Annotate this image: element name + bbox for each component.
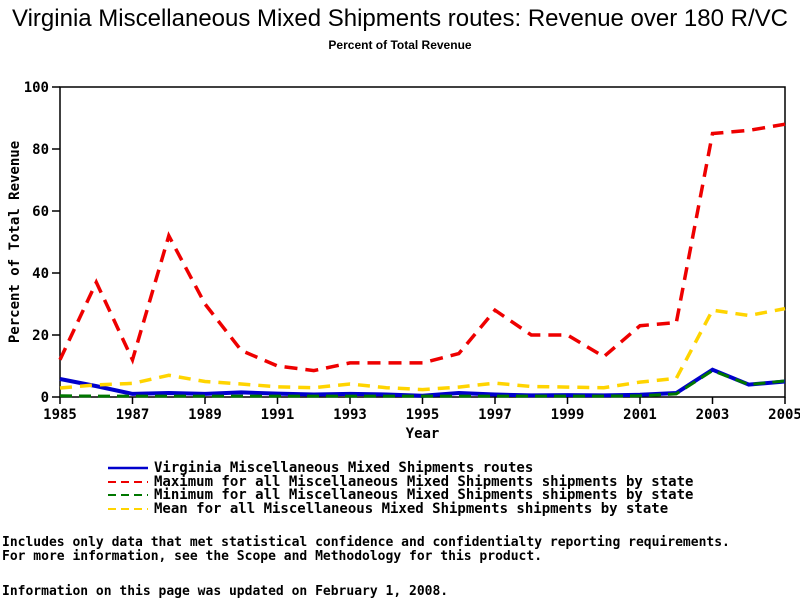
y-tick-label: 40 xyxy=(32,266,49,282)
y-tick-label: 60 xyxy=(32,204,49,220)
y-tick-label: 100 xyxy=(24,80,49,96)
footer-updated: Information on this page was updated on … xyxy=(2,584,449,599)
x-tick-label: 1989 xyxy=(188,407,222,423)
legend-item-label: Maximum for all Miscellaneous Mixed Ship… xyxy=(154,473,694,490)
y-tick-label: 20 xyxy=(32,328,49,344)
legend-item-label: Mean for all Miscellaneous Mixed Shipmen… xyxy=(154,500,669,517)
legend-item-label: Minimum for all Miscellaneous Mixed Ship… xyxy=(154,487,694,504)
legend-item-label: Virginia Miscellaneous Mixed Shipments r… xyxy=(154,459,534,476)
legend-item: Maximum for all Miscellaneous Mixed Ship… xyxy=(108,473,694,490)
chart-title: Virginia Miscellaneous Mixed Shipments r… xyxy=(12,5,788,32)
x-axis-label: Year xyxy=(406,426,440,442)
x-tick-label: 1993 xyxy=(333,407,367,423)
x-tick-label: 2005 xyxy=(768,407,800,423)
x-tick-label: 1999 xyxy=(551,407,585,423)
y-axis-label: Percent of Total Revenue xyxy=(7,141,23,343)
x-tick-label: 2003 xyxy=(696,407,730,423)
footer-note-2: For more information, see the Scope and … xyxy=(2,549,543,564)
chart-legend: Virginia Miscellaneous Mixed Shipments r… xyxy=(108,459,694,517)
legend-item: Virginia Miscellaneous Mixed Shipments r… xyxy=(108,459,693,476)
x-tick-label: 1985 xyxy=(43,407,77,423)
footer-note-1: Includes only data that met statistical … xyxy=(2,535,730,550)
x-tick-label: 1987 xyxy=(116,407,150,423)
legend-line-swatch xyxy=(108,480,148,483)
y-tick-label: 0 xyxy=(41,390,49,406)
legend-line-swatch xyxy=(108,466,148,470)
chart-subtitle: Percent of Total Revenue xyxy=(328,38,472,52)
legend-line-swatch xyxy=(108,507,148,510)
legend-item: Minimum for all Miscellaneous Mixed Ship… xyxy=(108,487,694,504)
revenue-line-chart: 0 20 40 60 80 100 1985 1987 1989 1991 1993 1995 1997… xyxy=(7,80,800,442)
x-tick-label: 1997 xyxy=(478,407,512,423)
legend-line-swatch xyxy=(108,494,148,497)
legend-item: Mean for all Miscellaneous Mixed Shipmen… xyxy=(108,500,693,517)
series-line-3 xyxy=(59,306,786,392)
series-line-2 xyxy=(59,368,786,398)
x-tick-label: 1995 xyxy=(406,407,440,423)
series-line-1 xyxy=(58,122,786,373)
x-tick-label: 1991 xyxy=(261,407,295,423)
y-tick-label: 80 xyxy=(32,142,49,158)
x-tick-label: 2001 xyxy=(623,407,657,423)
